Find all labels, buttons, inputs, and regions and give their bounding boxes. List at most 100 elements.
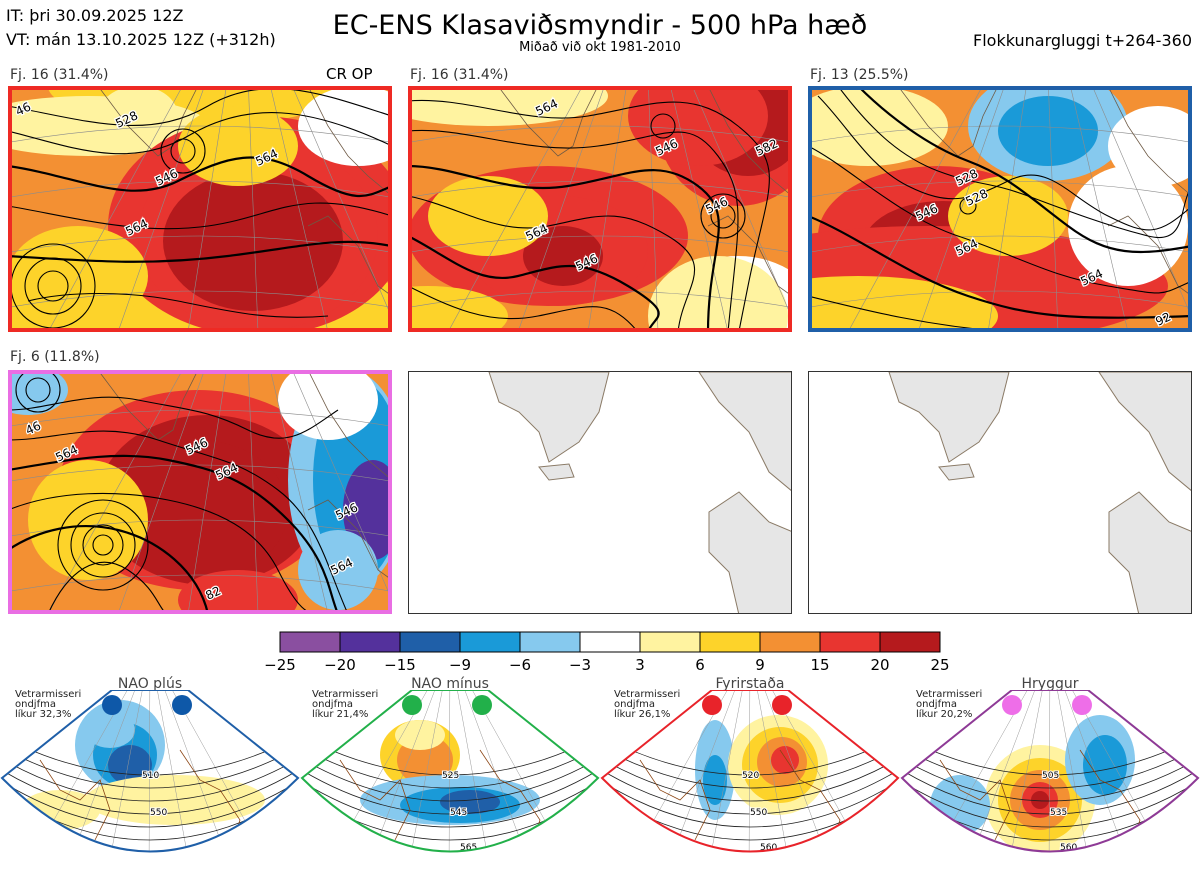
regime-marker-dot — [172, 695, 192, 715]
colorbar-segment — [759, 631, 821, 653]
regime-contour-label: 510 — [142, 771, 159, 781]
regime-contour — [302, 751, 598, 802]
regime-marker-dot — [702, 695, 722, 715]
colorbar — [279, 631, 941, 653]
height-contour — [808, 145, 1192, 294]
empty-map-panel-6 — [808, 371, 1192, 614]
anomaly-area — [628, 86, 768, 166]
coastline — [497, 86, 792, 297]
regime-coastline — [639, 759, 711, 841]
regime-4-title: Hryggur — [1021, 676, 1079, 692]
anomaly-area — [298, 86, 392, 166]
graticule — [808, 86, 1192, 332]
anomaly-area — [428, 176, 548, 256]
regime-3-info: Vetrarmisseri ondjfma líkur 26,1% — [614, 689, 681, 720]
cluster-1-tag: CR OP — [326, 65, 373, 83]
colorbar-tick-label: −25 — [264, 656, 296, 674]
cluster-4-label: Fj. 6 (11.8%) — [10, 349, 100, 365]
anomaly-area — [998, 96, 1098, 166]
colorbar-tick-label: 9 — [755, 656, 765, 674]
height-contours — [808, 86, 1192, 332]
contour-label: 82 — [203, 584, 223, 603]
regime-marker-dot — [1072, 695, 1092, 715]
regime-1-info: Vetrarmisseri ondjfma líkur 32,3% — [15, 689, 82, 720]
colorbar-segment — [399, 631, 461, 653]
regime-2-info: Vetrarmisseri ondjfma líkur 21,4% — [312, 689, 379, 720]
height-contour — [8, 202, 392, 230]
height-contour — [8, 396, 339, 439]
anomaly-area — [523, 226, 603, 286]
cluster-1-label: Fj. 16 (31.4%) — [10, 67, 109, 83]
height-contour — [27, 292, 329, 318]
regime-marker-dot — [102, 695, 122, 715]
regime-contour — [2, 751, 298, 802]
regime-outline — [300, 690, 600, 853]
colorbar-segment — [279, 631, 341, 653]
regime-coastline — [339, 759, 411, 841]
initial-time: IT: þri 30.09.2025 12Z — [6, 6, 184, 25]
regime-3-title: Fyrirstaða — [715, 676, 785, 692]
height-contour — [408, 195, 696, 332]
regime-contour-label: 550 — [750, 808, 767, 818]
height-contour — [700, 193, 746, 239]
regime-marker-dot — [772, 695, 792, 715]
height-contour — [37, 270, 69, 302]
cluster-border — [8, 86, 392, 332]
regime-anomaly — [1031, 791, 1049, 809]
regime-contour — [602, 740, 898, 789]
regime-map-1: 510 550 — [0, 690, 300, 853]
regime-contour-label: 550 — [150, 808, 167, 818]
cluster-border — [8, 370, 392, 614]
height-contour — [57, 499, 149, 591]
colorbar-tick-label: 20 — [870, 656, 890, 674]
cluster-border — [808, 86, 1192, 332]
colorbar-tick-label: −15 — [384, 656, 416, 674]
regime-1-title: NAO plús — [117, 676, 183, 692]
height-contour — [8, 492, 319, 614]
height-contour — [160, 128, 206, 174]
height-contour — [15, 370, 61, 413]
height-contour — [857, 86, 1192, 254]
regime-contour — [902, 751, 1198, 802]
regime-contour — [2, 773, 298, 828]
clustering-window: Flokkunargluggi t+264-360 — [973, 31, 1192, 50]
regime-contour — [302, 762, 598, 815]
anomaly-area — [1068, 166, 1188, 286]
height-contour — [8, 112, 392, 155]
regime-contour — [2, 740, 298, 789]
page-title: EC-ENS Klasaviðsmyndir - 500 hPa hæð — [332, 10, 868, 41]
regime-anomaly — [395, 720, 445, 750]
height-contour — [82, 524, 124, 566]
regime-contour-label: 535 — [1050, 808, 1067, 818]
regime-contour — [902, 762, 1198, 815]
regime-anomaly — [85, 712, 135, 748]
cluster-border — [408, 86, 792, 332]
valid-time: VT: mán 13.10.2025 12Z (+312h) — [6, 30, 276, 49]
regime-marker-dot — [402, 695, 422, 715]
regime-contour-label: 520 — [742, 771, 759, 781]
regime-contour-label: 505 — [1042, 771, 1059, 781]
regime-anomaly — [703, 755, 727, 805]
anomaly-area — [163, 171, 343, 311]
height-contour — [8, 240, 392, 263]
anomaly-area — [1108, 106, 1192, 186]
height-contour — [8, 430, 349, 614]
height-contour — [8, 88, 392, 126]
coastline — [97, 86, 392, 297]
height-contours — [408, 99, 770, 332]
regime-outline — [600, 690, 900, 853]
height-contour — [408, 285, 639, 332]
colorbar-segment — [699, 631, 761, 653]
regime-outline — [0, 690, 300, 853]
height-contour — [47, 561, 169, 614]
height-contour — [408, 235, 660, 332]
empty-map-panel-5 — [408, 371, 792, 614]
graticule — [8, 370, 392, 614]
regime-marker-dot — [1002, 695, 1022, 715]
regime-contour — [602, 762, 898, 815]
colorbar-tick-label: −3 — [568, 656, 592, 674]
regime-contour-label: 525 — [442, 771, 459, 781]
